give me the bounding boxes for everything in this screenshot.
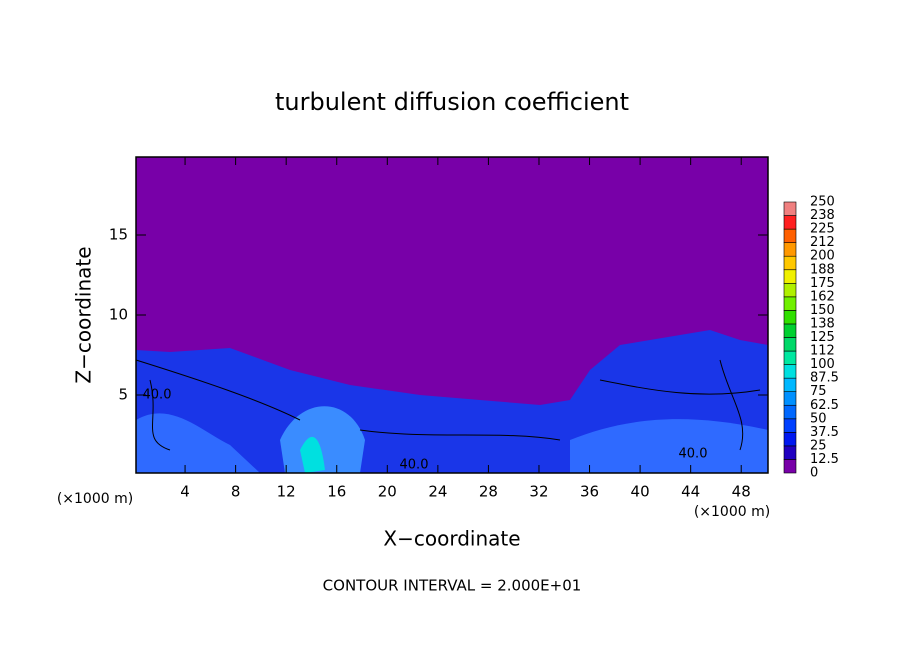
colorbar-label: 175 <box>810 276 835 291</box>
colorbar-label: 150 <box>810 303 835 318</box>
x-axis-label: X−coordinate <box>383 527 520 551</box>
colorbar-swatch <box>783 364 797 379</box>
colorbar-swatch <box>783 418 797 433</box>
colorbar-label: 225 <box>810 222 835 237</box>
x-tick-label: 44 <box>681 483 700 501</box>
colorbar-label: 12.5 <box>810 452 839 467</box>
colorbar-label: 37.5 <box>810 425 839 440</box>
axis-unit: (×1000 m) <box>694 504 770 520</box>
field-region <box>300 436 325 473</box>
x-tick-label: 20 <box>378 483 397 501</box>
contour-label: 40.0 <box>679 447 708 462</box>
colorbar-swatch <box>783 310 797 325</box>
x-tick-label: 36 <box>580 483 599 501</box>
colorbar-swatch <box>783 296 797 311</box>
colorbar-swatch <box>783 377 797 392</box>
colorbar-label: 50 <box>810 411 827 426</box>
colorbar-swatch <box>783 255 797 271</box>
chart-title: turbulent diffusion coefficient <box>275 88 629 116</box>
colorbar-label: 125 <box>810 330 835 345</box>
colorbar-swatch <box>783 323 797 338</box>
colorbar-swatch <box>783 350 797 365</box>
y-tick-label: 5 <box>118 386 128 404</box>
x-tick-label: 8 <box>231 483 241 501</box>
colorbar-swatch <box>783 337 797 352</box>
field-region <box>280 406 365 473</box>
colorbar-swatch <box>783 242 797 257</box>
y-tick-label: 15 <box>109 226 128 244</box>
colorbar-label: 162 <box>810 289 835 304</box>
colorbar-label: 87.5 <box>810 371 839 386</box>
x-tick-label: 28 <box>479 483 498 501</box>
colorbar-label: 138 <box>810 316 835 331</box>
contour-line <box>135 359 761 451</box>
contour-label: 40.0 <box>400 458 429 473</box>
colorbar-swatch <box>783 391 797 406</box>
colorbar-swatch <box>783 228 797 243</box>
colorbar-label: 25 <box>810 438 827 453</box>
colorbar-swatch <box>783 269 797 284</box>
y-tick-label: 10 <box>109 306 128 324</box>
colorbar-label: 0 <box>810 466 818 481</box>
field-region <box>136 413 260 473</box>
footer: CONTOUR INTERVAL = 2.000E+01 <box>323 577 582 595</box>
x-tick-label: 16 <box>327 483 346 501</box>
field <box>135 157 768 473</box>
colorbar-label: 62.5 <box>810 398 839 413</box>
colorbar-swatch <box>783 432 797 447</box>
colorbar-label: 212 <box>810 235 835 250</box>
contour-label: 40.0 <box>143 388 172 403</box>
colorbar-swatch <box>783 459 797 474</box>
x-tick-label: 24 <box>428 483 447 501</box>
colorbar-label: 100 <box>810 357 835 372</box>
colorbar-label: 75 <box>810 384 827 399</box>
colorbar-label: 250 <box>810 195 835 210</box>
x-tick-label: 48 <box>732 483 751 501</box>
colorbar-label: 188 <box>810 262 835 277</box>
y-axis-label: Z−coordinate <box>72 246 96 383</box>
colorbar-label: 238 <box>810 208 835 223</box>
colorbar-swatch <box>783 215 797 230</box>
x-tick-label: 4 <box>180 483 190 501</box>
colorbar-swatch <box>783 445 797 460</box>
colorbar-swatch <box>783 404 797 420</box>
field-region <box>570 419 768 473</box>
colorbar-label: 112 <box>810 344 835 359</box>
colorbar-label: 200 <box>810 249 835 264</box>
x-tick-label: 12 <box>277 483 296 501</box>
colorbar-swatch <box>783 282 797 298</box>
axis-unit: (×1000 m) <box>57 491 133 507</box>
colorbar-swatch <box>783 201 797 216</box>
x-tick-label: 32 <box>529 483 548 501</box>
x-tick-label: 40 <box>631 483 650 501</box>
